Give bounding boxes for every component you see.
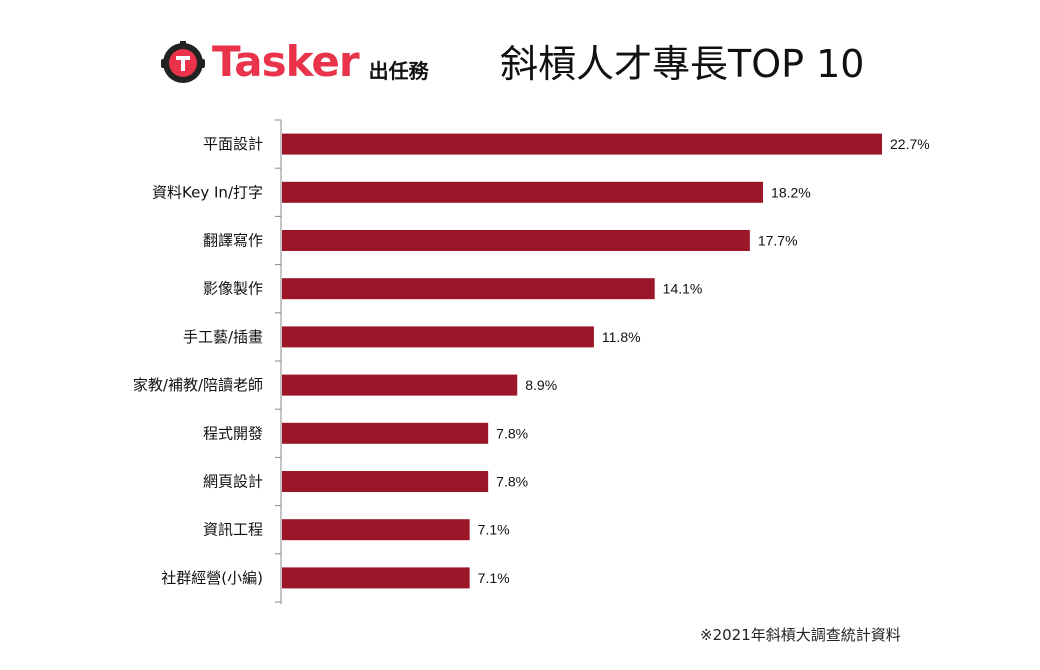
- brand-logo: Tasker 出任務: [160, 34, 429, 90]
- bar: [282, 133, 882, 155]
- bar: [282, 278, 655, 300]
- category-label: 資料Key In/打字: [152, 183, 263, 201]
- value-label: 22.7%: [890, 136, 930, 152]
- brand-subtitle: 出任務: [368, 58, 429, 83]
- value-label: 7.8%: [496, 474, 528, 490]
- chart-title: 斜槓人才專長TOP 10: [500, 42, 865, 86]
- footnote: ※2021年斜槓大調查統計資料: [700, 626, 901, 644]
- value-label: 8.9%: [525, 377, 557, 393]
- value-label: 7.1%: [478, 522, 510, 538]
- bar: [282, 567, 470, 589]
- astronaut-helmet-icon: [161, 41, 205, 83]
- header: Tasker 出任務 斜槓人才專長TOP 10: [0, 28, 1040, 98]
- bar: [282, 374, 518, 396]
- category-label: 手工藝/插畫: [183, 328, 263, 346]
- category-label: 程式開發: [203, 424, 263, 442]
- value-label: 18.2%: [771, 184, 811, 200]
- bar: [282, 230, 750, 251]
- category-label: 資訊工程: [203, 521, 263, 539]
- value-label: 14.1%: [663, 281, 703, 297]
- bar: [282, 422, 489, 444]
- category-label: 社群經營(小編): [161, 569, 263, 587]
- value-label: 7.8%: [496, 425, 528, 441]
- category-label: 影像製作: [203, 280, 263, 298]
- category-label: 平面設計: [203, 135, 263, 153]
- bar: [282, 519, 470, 541]
- value-label: 11.8%: [602, 329, 641, 345]
- bar: [282, 471, 489, 492]
- value-label: 7.1%: [478, 570, 510, 586]
- category-label: 家教/補教/陪讀老師: [133, 376, 263, 394]
- category-label: 翻譯寫作: [203, 232, 263, 250]
- brand-name: Tasker: [212, 37, 360, 86]
- value-label: 17.7%: [758, 233, 798, 249]
- bar: [282, 181, 764, 203]
- bar: [282, 326, 594, 348]
- category-label: 網頁設計: [203, 473, 263, 491]
